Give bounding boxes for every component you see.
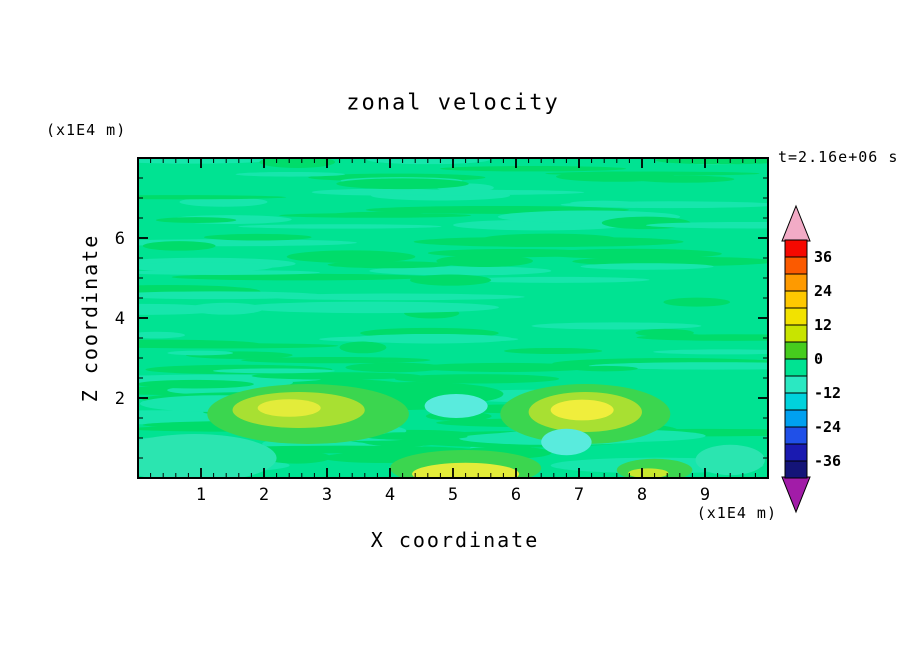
colorbar-segment bbox=[784, 358, 808, 377]
x-axis-units: (x1E4 m) bbox=[696, 504, 777, 522]
y-tick-label: 4 bbox=[115, 309, 125, 329]
contour-field bbox=[138, 158, 768, 478]
colorbar-segment bbox=[784, 426, 808, 445]
colorbar-label: 0 bbox=[814, 350, 823, 368]
colorbar-segment bbox=[784, 290, 808, 309]
colorbar-label: -12 bbox=[814, 384, 841, 402]
tick-labels: 1 2 3 4 5 6 7 8 9 2 4 6 bbox=[115, 229, 710, 505]
x-tick-label: 5 bbox=[448, 485, 458, 505]
x-tick-label: 8 bbox=[637, 485, 647, 505]
colorbar-segment bbox=[784, 256, 808, 275]
colorbar-segment bbox=[784, 307, 808, 326]
field-feature-yellow-core-a bbox=[257, 399, 321, 417]
field-feature-yellow-dot-d bbox=[628, 468, 669, 478]
colorbar-segment bbox=[784, 341, 808, 360]
x-tick-label: 6 bbox=[511, 485, 521, 505]
colorbar-label: -24 bbox=[814, 418, 841, 436]
colorbar-segment bbox=[784, 324, 808, 343]
colorbar-arrow-up bbox=[781, 204, 811, 242]
time-annotation: t=2.16e+06 s bbox=[778, 148, 899, 166]
field-feature-yellow-b bbox=[412, 462, 520, 478]
colorbar-segment bbox=[784, 460, 808, 479]
colorbar-label: 12 bbox=[814, 316, 832, 334]
colorbar-segment bbox=[784, 375, 808, 394]
colorbar-segment bbox=[784, 392, 808, 411]
colorbar-segment bbox=[784, 443, 808, 462]
y-axis-label: Z coordinate bbox=[78, 233, 102, 403]
field-feature-teal-patch-bottom-left bbox=[138, 434, 277, 478]
field-feature-cyan-patch-2 bbox=[541, 428, 592, 456]
x-tick-label: 3 bbox=[322, 485, 332, 505]
y-tick-label: 6 bbox=[115, 229, 125, 249]
x-tick-label: 4 bbox=[385, 485, 395, 505]
x-tick-label: 1 bbox=[196, 485, 206, 505]
y-axis-units: (x1E4 m) bbox=[46, 121, 127, 139]
colorbar-label: 36 bbox=[814, 248, 832, 266]
axes-frame bbox=[137, 157, 769, 479]
colorbar-segment bbox=[784, 239, 808, 258]
field-feature-cyan-patch-1 bbox=[424, 394, 488, 418]
colorbar-arrow-down bbox=[781, 476, 811, 514]
y-tick-label: 2 bbox=[115, 389, 125, 409]
x-tick-label: 2 bbox=[259, 485, 269, 505]
colorbar-segment bbox=[784, 273, 808, 292]
x-tick-label: 9 bbox=[700, 485, 710, 505]
colorbar-label: -36 bbox=[814, 452, 841, 470]
plot-title: zonal velocity bbox=[346, 90, 560, 116]
field-feature-teal-patch-right bbox=[695, 444, 765, 476]
field-feature-yellow-core-c bbox=[550, 399, 614, 421]
colorbar-label: 24 bbox=[814, 282, 832, 300]
x-axis-label: X coordinate bbox=[370, 528, 540, 552]
colorbar: 36 24 12 0 -12 -24 -36 bbox=[781, 204, 841, 514]
colorbar-segment bbox=[784, 409, 808, 428]
x-tick-label: 7 bbox=[574, 485, 584, 505]
